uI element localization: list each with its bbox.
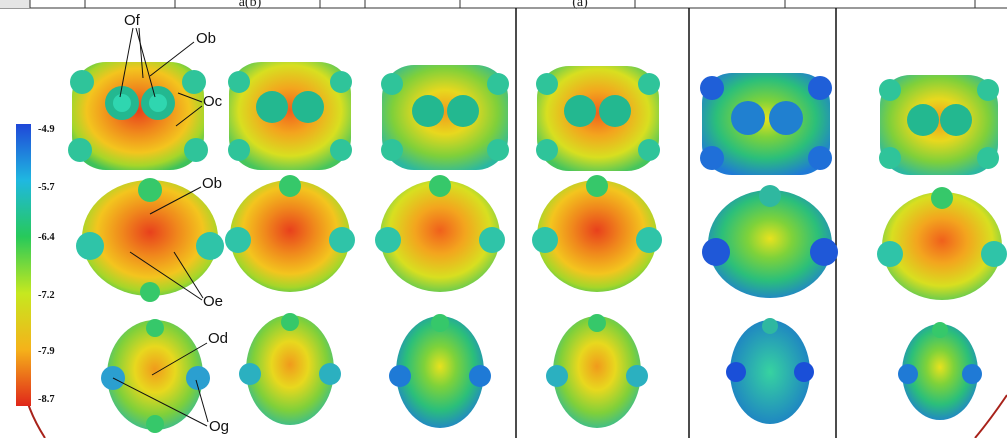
header-fragment-1: a(b) [239, 0, 262, 10]
cluster-row-top [68, 62, 999, 175]
header-fragment-2: (a) [572, 0, 588, 10]
esp-cluster-bot-1 [101, 319, 210, 433]
colorbar: -4.9 -5.7 -6.4 -7.2 -7.9 -8.7 [16, 124, 55, 406]
label-oc: Oc [203, 93, 223, 110]
esp-cluster-bot-5 [726, 318, 814, 424]
esp-cluster-top-3 [381, 65, 509, 170]
colorbar-tick: -7.2 [38, 290, 55, 301]
colorbar-gradient [16, 124, 31, 406]
label-ob-mid: Ob [202, 175, 222, 192]
esp-cluster-top-5 [700, 73, 832, 175]
label-ob-top: Ob [196, 30, 216, 47]
label-od: Od [208, 330, 228, 347]
annotations: Of Ob Oc Ob Oe Od Og [112, 12, 229, 435]
header-row: a(b) (a) [0, 0, 1007, 10]
esp-cluster-bot-6 [898, 322, 982, 420]
esp-cluster-bot-3 [389, 314, 491, 428]
decorative-arc-right [974, 394, 1007, 438]
colorbar-tick: -4.9 [38, 124, 55, 135]
esp-cluster-top-6 [879, 75, 999, 175]
esp-cluster-mid-4 [532, 175, 662, 292]
esp-cluster-mid-5 [702, 185, 838, 298]
colorbar-tick: -5.7 [38, 182, 55, 193]
esp-cluster-top-1 [68, 62, 208, 170]
label-oe: Oe [203, 293, 223, 310]
esp-cluster-top-2 [228, 62, 352, 170]
colorbar-tick: -6.4 [38, 232, 55, 243]
cluster-row-bottom [101, 313, 982, 433]
esp-cluster-mid-6 [877, 187, 1007, 300]
cluster-row-middle [76, 175, 1007, 302]
esp-cluster-top-4 [536, 66, 660, 171]
colorbar-tick: -8.7 [38, 394, 55, 405]
esp-cluster-mid-1 [76, 178, 224, 302]
colorbar-tick: -7.9 [38, 346, 55, 357]
label-of: Of [124, 12, 141, 29]
esp-cluster-mid-3 [375, 175, 505, 292]
esp-cluster-mid-2 [225, 175, 355, 292]
esp-cluster-bot-2 [239, 313, 341, 425]
label-og: Og [209, 418, 229, 435]
esp-cluster-bot-4 [546, 314, 648, 428]
